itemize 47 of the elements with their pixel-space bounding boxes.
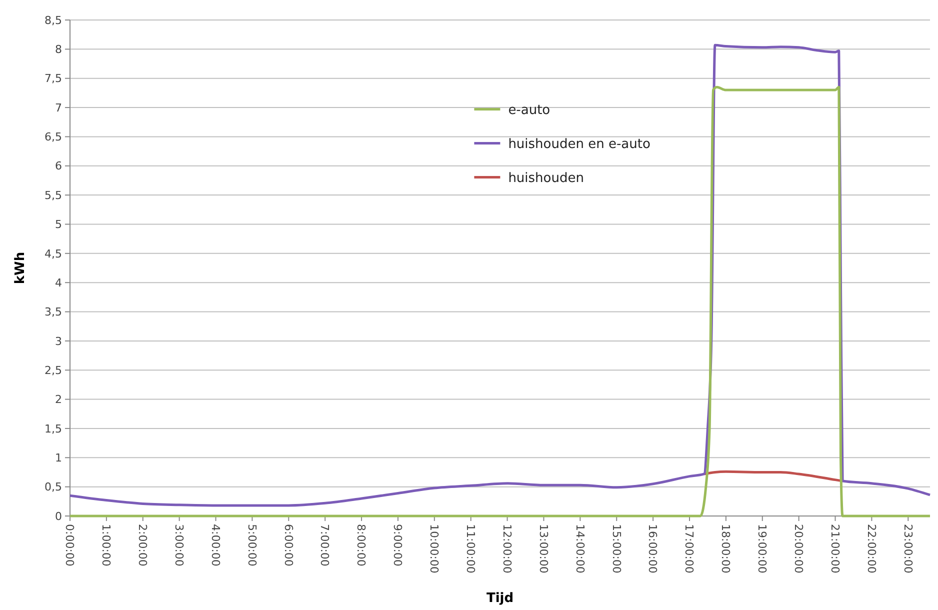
x-tick-label: 11:00:00: [464, 524, 477, 574]
y-tick-label: 6,5: [44, 130, 62, 144]
x-tick-label: 3:00:00: [172, 524, 186, 566]
x-tick-label: 0:00:00: [63, 524, 76, 566]
y-tick-label: 8: [55, 43, 62, 56]
x-tick-label: 6:00:00: [282, 524, 295, 566]
y-tick-label: 5: [55, 218, 62, 232]
x-tick-label: 17:00:00: [682, 524, 696, 574]
y-tick-label: 1,5: [44, 422, 62, 436]
y-tick-label: 6: [55, 160, 62, 173]
x-tick-label: 10:00:00: [428, 524, 441, 574]
y-tick-label: 3: [55, 334, 62, 348]
y-tick-label: 0: [55, 510, 62, 523]
y-tick-label: 3,5: [44, 306, 62, 319]
x-tick-label: 4:00:00: [208, 524, 222, 566]
legend-label: huishouden: [508, 170, 584, 186]
x-tick-label: 5:00:00: [245, 524, 258, 566]
x-tick-label: 12:00:00: [500, 524, 514, 574]
x-tick-label: 1:00:00: [100, 524, 113, 566]
x-tick-label: 16:00:00: [646, 524, 660, 574]
y-tick-label: 0,5: [44, 480, 62, 494]
legend-label: huishouden en e-auto: [508, 136, 650, 152]
y-tick-label: 7,5: [44, 72, 62, 86]
x-tick-label: 22:00:00: [864, 524, 878, 574]
x-tick-label: 18:00:00: [719, 524, 732, 574]
x-tick-label: 9:00:00: [391, 524, 404, 566]
x-axis-title: Tijd: [486, 591, 514, 606]
x-tick-label: 21:00:00: [828, 524, 842, 574]
legend-label: e-auto: [508, 102, 550, 118]
y-tick-label: 2: [55, 393, 62, 406]
x-tick-label: 7:00:00: [318, 524, 332, 566]
x-tick-label: 2:00:00: [136, 524, 150, 566]
y-tick-label: 1: [55, 451, 62, 464]
x-tick-label: 23:00:00: [901, 524, 914, 574]
y-tick-label: 5,5: [44, 188, 62, 202]
y-tick-label: 8,5: [44, 14, 62, 27]
y-tick-label: 4,5: [44, 247, 62, 260]
y-axis-title: kWh: [13, 252, 28, 284]
y-tick-label: 4: [55, 276, 62, 290]
y-tick-label: 7: [55, 101, 62, 114]
x-tick-label: 8:00:00: [354, 524, 368, 566]
x-tick-label: 14:00:00: [573, 524, 586, 574]
y-tick-label: 2,5: [44, 364, 62, 377]
x-tick-label: 13:00:00: [536, 524, 550, 574]
x-tick-label: 20:00:00: [792, 524, 805, 574]
x-tick-label: 19:00:00: [756, 524, 769, 574]
x-tick-label: 15:00:00: [610, 524, 623, 574]
